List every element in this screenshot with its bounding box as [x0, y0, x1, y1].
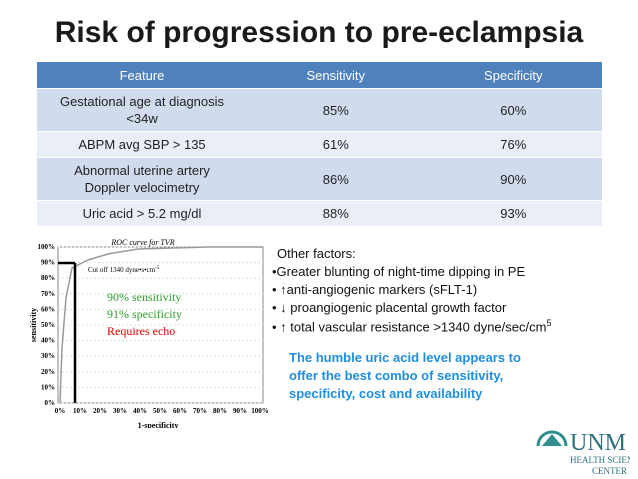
y-tick-label: 80%: [41, 274, 55, 282]
plot-frame: [57, 246, 264, 404]
cutoff-text: Cut off 1340 dyne•s•cm: [88, 266, 156, 274]
x-tick-label: 90%: [233, 407, 247, 415]
table-cell: 76%: [424, 131, 602, 158]
table-row: ABPM avg SBP > 135 61% 76%: [37, 131, 602, 158]
x-tick-label: 30%: [113, 407, 127, 415]
roc-figure: ROC curve for TVR Cut off 1340 dyne•s•cm…: [29, 238, 269, 428]
header-row: Feature Sensitivity Specificity: [37, 62, 602, 89]
conclusion-line: specificity, cost and availability: [289, 386, 483, 401]
roc-curve: [59, 246, 263, 404]
x-tick-label: 20%: [93, 407, 107, 415]
table-cell: 85%: [247, 88, 425, 132]
table-cell: Uric acid > 5.2 mg/dl: [37, 200, 247, 227]
logo-arc: [536, 430, 568, 447]
roc-note: Requires echo: [107, 324, 175, 338]
table-cell: 60%: [424, 88, 602, 132]
y-tick-label: 50%: [41, 321, 55, 329]
x-tick-label: 70%: [193, 407, 207, 415]
y-tick-label: 10%: [41, 383, 55, 391]
logo-name: UNM: [570, 430, 626, 456]
table-cell: Abnormal uterine artery Doppler velocime…: [37, 157, 247, 201]
factor-text: •Greater blunting of night-time dipping …: [272, 264, 526, 279]
roc-note: 91% specificity: [107, 307, 182, 321]
conclusion-line: The humble uric acid level appears to: [289, 350, 521, 365]
table-cell: Gestational age at diagnosis <34w: [37, 88, 247, 132]
y-tick-label: 20%: [41, 368, 55, 376]
x-axis-label: 1-specificity: [138, 421, 179, 428]
x-tick-label: 60%: [173, 407, 187, 415]
cutoff-label: Cut off 1340 dyne•s•cm-5: [88, 266, 160, 274]
other-factors-heading: Other factors:: [277, 246, 356, 261]
y-tick-label: 30%: [41, 352, 55, 360]
y-axis-label: sensitivity: [29, 308, 38, 342]
y-tick-label: 0%: [45, 399, 56, 407]
y-tick-label: 60%: [41, 305, 55, 313]
header-cell: Specificity: [424, 62, 602, 89]
other-factor: •Greater blunting of night-time dipping …: [272, 264, 525, 279]
y-tick-label: 70%: [41, 290, 55, 298]
cutoff-sup: -5: [155, 266, 160, 271]
header-cell: Sensitivity: [247, 62, 425, 89]
roc-title: ROC curve for TVR: [110, 238, 174, 247]
logo-line2: CENTER: [592, 466, 627, 476]
y-tick-label: 40%: [41, 337, 55, 345]
factor-text: • ↓ proangiogenic placental growth facto…: [272, 300, 507, 315]
factor-text: • ↑ total vascular resistance >1340 dyne…: [272, 319, 547, 335]
x-tick-label: 100%: [251, 407, 269, 415]
y-tick-label: 100%: [38, 243, 56, 251]
table-row: Uric acid > 5.2 mg/dl 88% 93%: [37, 200, 602, 227]
factor-sup: 5: [546, 318, 552, 328]
other-factor: • ↑anti-angiogenic markers (sFLT-1): [272, 282, 477, 297]
logo: UNM HEALTH SCIENCES CENTER: [536, 430, 630, 476]
header-cell: Feature: [37, 62, 247, 89]
x-tick-label: 80%: [213, 407, 227, 415]
x-tick-label: 10%: [73, 407, 87, 415]
y-tick-label: 90%: [41, 259, 55, 267]
x-tick-label: 40%: [133, 407, 147, 415]
table-cell: 93%: [424, 200, 602, 227]
table-cell: 61%: [247, 131, 425, 158]
logo-mark: [542, 434, 562, 446]
table-cell: 86%: [247, 157, 425, 201]
slide-title: Risk of progression to pre-eclampsia: [54, 16, 584, 49]
x-tick-label: 50%: [153, 407, 167, 415]
other-factor: • ↓ proangiogenic placental growth facto…: [272, 300, 506, 315]
logo-line1: HEALTH SCIENCES: [570, 455, 630, 465]
table-cell: 88%: [247, 200, 425, 227]
table-cell: ABPM avg SBP > 135: [37, 131, 247, 158]
table-row: Gestational age at diagnosis <34w 85% 60%: [37, 88, 602, 132]
factor-text: • ↑anti-angiogenic markers (sFLT-1): [272, 282, 478, 297]
other-factor: • ↑ total vascular resistance >1340 dyne…: [272, 318, 551, 334]
conclusion-line: offer the best combo of sensitivity,: [289, 368, 504, 383]
x-tick-label: 0%: [55, 407, 66, 415]
roc-note: 90% sensitivity: [107, 290, 181, 304]
feature-table: Feature Sensitivity Specificity Gestational…: [37, 62, 602, 227]
table-row: Abnormal uterine artery Doppler velocime…: [37, 157, 602, 201]
table-cell: 90%: [424, 157, 602, 201]
